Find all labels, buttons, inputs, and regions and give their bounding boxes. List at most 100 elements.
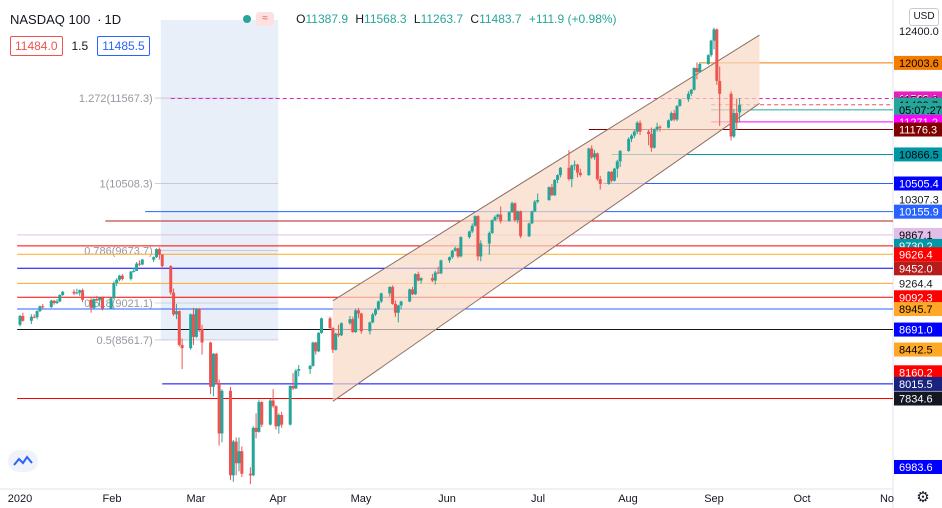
candle-body[interactable] [672,113,676,120]
candle-body[interactable] [467,231,471,238]
tradingview-logo-icon[interactable] [8,450,38,472]
candle-body[interactable] [271,400,275,407]
candle-body[interactable] [715,29,719,81]
candle-body[interactable] [536,200,540,202]
candle-body[interactable] [211,353,215,387]
candle-body[interactable] [112,282,116,299]
candle-body[interactable] [160,254,164,267]
price-label-box[interactable] [894,122,942,137]
candle-body[interactable] [658,126,662,128]
candle-body[interactable] [135,263,139,271]
candle-body[interactable] [52,300,56,304]
candle-body[interactable] [89,299,93,308]
candle-body[interactable] [439,260,443,274]
candle-body[interactable] [75,292,79,294]
candle-body[interactable] [38,306,42,312]
candle-body[interactable] [374,309,378,315]
price-label-box[interactable] [894,376,942,391]
candle-body[interactable] [92,299,96,308]
price-label-box[interactable] [894,55,942,70]
candle-body[interactable] [194,308,198,337]
price-label-box[interactable] [894,290,942,305]
candle-body[interactable] [308,365,312,370]
candle-body[interactable] [174,311,178,315]
candle-body[interactable] [618,150,622,162]
candle-body[interactable] [490,220,494,234]
candle-body[interactable] [593,153,597,158]
candle-body[interactable] [630,135,634,139]
candle-body[interactable] [675,105,679,120]
candle-body[interactable] [735,113,739,123]
candle-body[interactable] [729,93,733,137]
candle-body[interactable] [49,300,53,308]
candle-body[interactable] [288,385,292,425]
candle-body[interactable] [519,211,523,237]
candle-body[interactable] [453,248,457,251]
price-label-box[interactable] [894,460,942,474]
candle-body[interactable] [638,122,642,132]
price-label-box[interactable] [894,147,942,162]
candle-body[interactable] [476,216,480,257]
candle-body[interactable] [456,248,460,257]
candle-body[interactable] [379,293,383,302]
candle-body[interactable] [487,233,491,244]
channel-lower-line[interactable] [332,103,760,402]
candle-body[interactable] [499,214,503,221]
candle-body[interactable] [115,279,119,283]
candle-body[interactable] [368,322,372,332]
candle-body[interactable] [319,318,323,333]
candle-body[interactable] [100,297,104,309]
candle-body[interactable] [334,333,338,350]
candle-body[interactable] [689,89,693,94]
candle-body[interactable] [348,319,352,324]
candle-body[interactable] [359,313,363,332]
candle-body[interactable] [450,250,454,258]
price-label-box[interactable] [894,247,942,262]
candle-body[interactable] [527,223,531,237]
candle-body[interactable] [738,104,742,113]
candle-body[interactable] [666,120,670,128]
candle-body[interactable] [567,167,571,180]
candle-body[interactable] [507,212,511,221]
candle-body[interactable] [140,259,144,265]
price-label-box[interactable] [894,391,942,406]
candle-body[interactable] [607,171,611,184]
candle-body[interactable] [553,179,557,196]
candle-body[interactable] [419,278,423,281]
candle-body[interactable] [268,400,272,425]
candle-body[interactable] [291,385,295,389]
candle-body[interactable] [493,216,497,221]
candle-body[interactable] [669,113,673,121]
candle-body[interactable] [32,316,36,318]
candle-body[interactable] [712,29,716,41]
candle-body[interactable] [157,249,161,255]
symbol-name[interactable]: NASDAQ 100 [10,11,91,27]
candle-body[interactable] [297,369,301,371]
candle-body[interactable] [240,451,244,474]
price-label-box[interactable] [894,102,942,117]
candle-body[interactable] [695,68,699,73]
candle-body[interactable] [189,314,193,349]
candle-body[interactable] [118,275,122,280]
candle-body[interactable] [314,342,318,352]
candle-body[interactable] [393,303,397,313]
candle-body[interactable] [610,171,614,181]
candle-body[interactable] [578,172,582,176]
candle-body[interactable] [152,257,156,260]
candle-body[interactable] [598,179,602,184]
currency-button[interactable]: USD [909,8,939,26]
candle-body[interactable] [200,328,204,343]
sell-price-button[interactable]: 11484.0 [10,36,63,56]
candle-body[interactable] [354,310,358,333]
gear-icon[interactable]: ⚙ [916,489,930,506]
candle-body[interactable] [652,129,656,148]
candle-body[interactable] [706,55,710,65]
candle-body[interactable] [396,305,400,313]
candle-body[interactable] [277,414,281,427]
candle-body[interactable] [248,473,252,476]
candle-body[interactable] [356,310,360,314]
candle-body[interactable] [479,243,483,257]
candle-body[interactable] [58,295,62,302]
candle-body[interactable] [470,225,474,232]
